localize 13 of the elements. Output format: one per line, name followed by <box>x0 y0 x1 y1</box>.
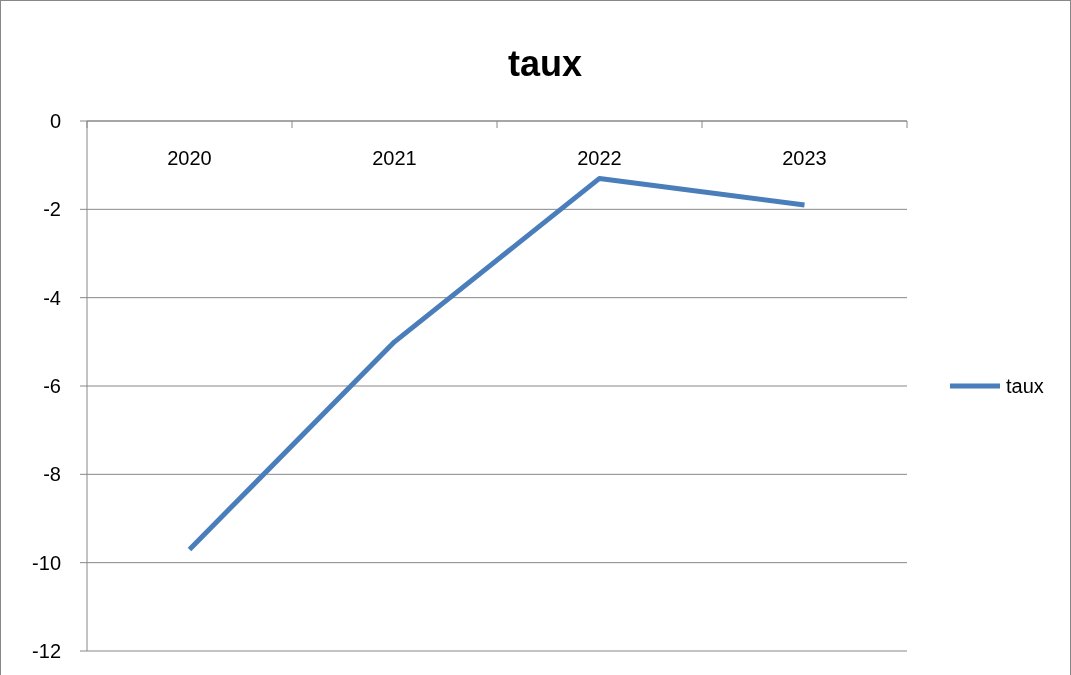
y-tick-label: -4 <box>43 286 61 309</box>
x-tick-label: 2020 <box>167 147 212 169</box>
x-tick-label: 2021 <box>372 147 417 169</box>
y-tick-label: -6 <box>43 375 61 397</box>
y-tick-label: -8 <box>43 463 61 486</box>
legend-label: taux <box>1006 375 1044 397</box>
chart-title: taux <box>507 43 583 84</box>
x-tick-label: 2022 <box>577 147 622 169</box>
y-tick-label: -10 <box>32 551 61 574</box>
x-tick-label: 2023 <box>782 147 827 169</box>
y-tick-label: -2 <box>43 198 61 221</box>
y-tick-label: -12 <box>32 640 61 662</box>
y-tick-label: 0 <box>49 110 61 132</box>
